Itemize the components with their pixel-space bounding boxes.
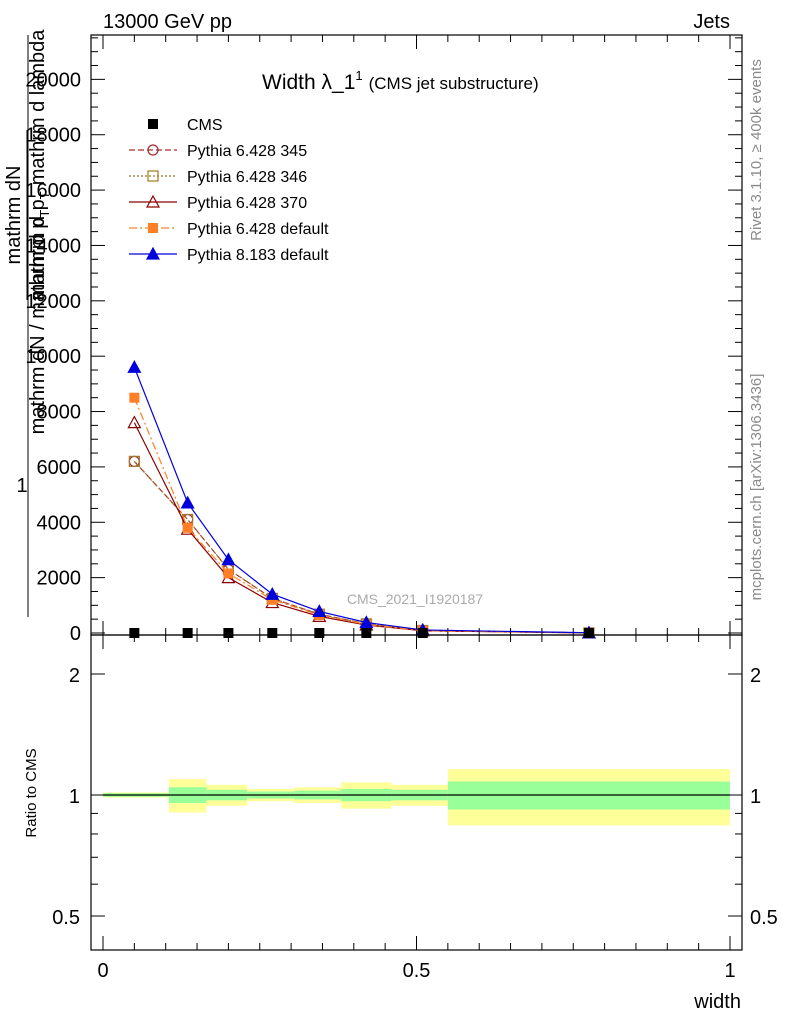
ylabel-numerator: 1 bbox=[16, 475, 27, 497]
data-point bbox=[221, 552, 236, 566]
legend-label: Pythia 6.428 370 bbox=[187, 195, 307, 212]
y-tick-label: 12000 bbox=[25, 291, 81, 313]
data-point bbox=[361, 628, 372, 638]
ylabel-denominator-sub: T bbox=[37, 210, 52, 218]
data-point bbox=[417, 628, 428, 638]
legend-entry: Pythia 6.428 default bbox=[129, 221, 329, 238]
data-point bbox=[180, 495, 195, 509]
legend-marker bbox=[145, 246, 161, 260]
ratio-y-tick-label-right: 0.5 bbox=[750, 907, 778, 929]
legend-label: Pythia 6.428 346 bbox=[187, 169, 307, 186]
ratio-panel: 0.5 0.51 12 2 0 0.5 1 bbox=[52, 634, 778, 982]
ratio-y-tick-label-right: 2 bbox=[750, 665, 761, 687]
ylabel-denominator: mathrm dN / mathrm d pT bbox=[27, 210, 52, 435]
data-point bbox=[223, 628, 234, 638]
x-tick-label: 1 bbox=[724, 960, 735, 982]
legend-marker bbox=[148, 119, 158, 129]
data-point bbox=[129, 392, 140, 403]
data-point bbox=[312, 604, 327, 618]
y-tick-label: 0 bbox=[70, 623, 81, 645]
legend-marker bbox=[148, 223, 158, 233]
series-1 bbox=[128, 455, 595, 639]
data-point bbox=[314, 628, 325, 638]
series-line bbox=[133, 397, 589, 634]
x-tick-label: 0.5 bbox=[403, 960, 431, 982]
series-line bbox=[133, 422, 589, 634]
ratio-y-tick-label-left: 0.5 bbox=[52, 907, 80, 929]
series-line bbox=[133, 367, 589, 634]
chart-title-main: Width λ_1 bbox=[262, 71, 355, 94]
ratio-y-tick-label-left: 1 bbox=[69, 786, 80, 808]
y-tick-label: 16000 bbox=[25, 180, 81, 202]
main-ytick-labels: 0 2000 4000 6000 8000 10000 12000 14000 16000 180… bbox=[25, 69, 81, 645]
legend-label: CMS bbox=[187, 117, 223, 134]
data-point bbox=[129, 628, 140, 638]
legend-entry: Pythia 6.428 346 bbox=[129, 169, 307, 186]
chart-title-sup: 1 bbox=[355, 68, 362, 83]
main-y-axis-label: 1 mathrm dN / mathrm d pT mathrm dN math… bbox=[3, 29, 52, 617]
data-point bbox=[127, 415, 142, 429]
ylabel-inner-denominator-lambda: mathrm d lambda bbox=[27, 29, 49, 185]
data-point bbox=[267, 628, 278, 638]
ratio-y-tick-label-left: 2 bbox=[69, 665, 80, 687]
y-tick-label: 6000 bbox=[37, 457, 82, 479]
x-axis-label: width bbox=[693, 991, 741, 1013]
data-point bbox=[265, 586, 280, 600]
data-point bbox=[359, 615, 374, 629]
x-tick-labels: 0 0.5 1 bbox=[97, 960, 735, 982]
ylabel-inner-numerator: mathrm dN bbox=[3, 166, 25, 265]
legend-entry: Pythia 6.428 370 bbox=[129, 194, 307, 212]
header-right-label: Jets bbox=[693, 11, 730, 33]
data-point bbox=[583, 628, 594, 638]
y-tick-label: 8000 bbox=[37, 402, 82, 424]
main-panel: 0 2000 4000 6000 8000 10000 12000 14000 16000 180… bbox=[25, 34, 743, 645]
legend-marker bbox=[145, 194, 161, 208]
main-ticks bbox=[91, 35, 742, 635]
mcplots-label: mcplots.cern.ch [arXiv:1306.3436] bbox=[748, 374, 765, 601]
y-tick-label: 20000 bbox=[25, 69, 81, 91]
chart-subtitle: (CMS jet substructure) bbox=[369, 74, 539, 93]
series-layer bbox=[127, 360, 596, 639]
legend-label: Pythia 8.183 default bbox=[187, 247, 329, 264]
legend-marker bbox=[147, 144, 159, 156]
y-tick-label: 4000 bbox=[37, 512, 82, 534]
legend-entry: Pythia 6.428 345 bbox=[129, 143, 307, 160]
analysis-watermark: CMS_2021_I1920187 bbox=[347, 591, 483, 607]
ratio-ytick-labels: 0.5 0.5 1 1 2 2 bbox=[52, 665, 778, 929]
data-point bbox=[128, 455, 140, 467]
ratio-ticks bbox=[91, 635, 742, 950]
y-tick-label: 14000 bbox=[25, 235, 81, 257]
series-2 bbox=[128, 455, 595, 639]
ylabel-denominator-text: mathrm dN / mathrm d p bbox=[27, 218, 49, 435]
y-tick-label: 10000 bbox=[25, 346, 81, 368]
data-point bbox=[223, 568, 234, 579]
x-tick-label: 0 bbox=[97, 960, 108, 982]
header-left-label: 13000 GeV pp bbox=[103, 11, 232, 33]
legend-label: Pythia 6.428 default bbox=[187, 221, 329, 238]
legend: CMS Pythia 6.428 345 Pythia 6.428 346 Pythi… bbox=[129, 117, 329, 264]
rivet-version-label: Rivet 3.1.10, ≥ 400k events bbox=[748, 59, 765, 241]
y-tick-label: 18000 bbox=[25, 125, 81, 147]
data-point bbox=[182, 522, 193, 533]
data-point bbox=[182, 628, 193, 638]
data-point bbox=[127, 360, 142, 373]
ratio-bands bbox=[103, 769, 730, 826]
ratio-y-tick-label-right: 1 bbox=[750, 786, 761, 808]
chart-title: Width λ_11 (CMS jet substructure) bbox=[262, 68, 539, 94]
y-tick-label: 2000 bbox=[37, 568, 82, 590]
legend-entry: CMS bbox=[148, 117, 223, 134]
series-0 bbox=[129, 628, 594, 638]
ylabel-inner-denominator-text: mathrm d p bbox=[27, 199, 49, 300]
ratio-y-axis-label: Ratio to CMS bbox=[23, 748, 40, 837]
ylabel-inner-denominator: mathrm d pTmathrm d lambda bbox=[27, 29, 52, 301]
legend-entry: Pythia 8.183 default bbox=[129, 246, 329, 264]
legend-marker bbox=[147, 170, 159, 182]
ylabel-inner-denominator-sub: T bbox=[37, 191, 52, 199]
legend-label: Pythia 6.428 345 bbox=[187, 143, 307, 160]
